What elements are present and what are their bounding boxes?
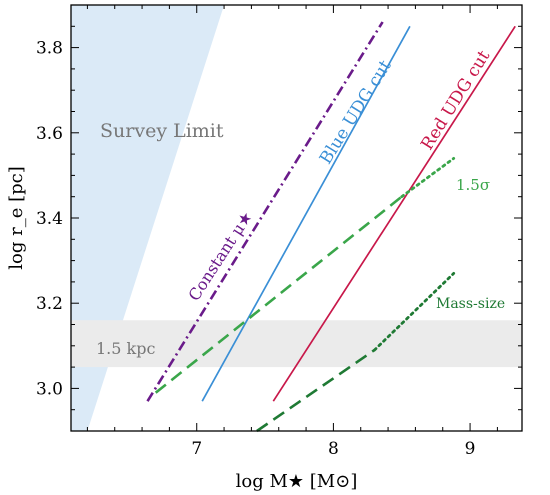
- tick-labels: 7 8 9 3.0 3.2 3.4 3.6 3.8: [36, 39, 476, 459]
- x-tick-label: 7: [191, 439, 202, 459]
- survey-limit-region: [71, 5, 225, 431]
- y-tick-label: 3.0: [36, 379, 63, 399]
- constant-mu-label: Constant μ★: [184, 208, 256, 305]
- x-tick-label: 9: [465, 439, 476, 459]
- sigma-label: 1.5σ: [456, 176, 490, 194]
- series-line-0: [146, 21, 384, 402]
- series-line-4: [400, 157, 456, 199]
- red-udg-label: Red UDG cut: [417, 47, 494, 154]
- y-tick-label: 3.8: [36, 39, 63, 59]
- kpc-label: 1.5 kpc: [96, 339, 155, 358]
- shaded-regions: [71, 5, 522, 431]
- series-line-5: [256, 349, 376, 433]
- series-line-6: [373, 272, 456, 352]
- y-tick-label: 3.4: [36, 209, 63, 229]
- axis-ticks: [71, 4, 522, 431]
- kpc-band-region: [71, 320, 522, 368]
- y-axis-label: log r_e [pc]: [6, 166, 27, 269]
- x-tick-label: 8: [328, 439, 339, 459]
- series-line-3: [154, 195, 403, 394]
- y-tick-label: 3.6: [36, 124, 63, 144]
- survey-limit-label: Survey Limit: [100, 120, 224, 142]
- series-lines: [146, 21, 516, 433]
- x-axis-label: log M★ [M⊙]: [236, 471, 358, 492]
- y-tick-label: 3.2: [36, 294, 63, 314]
- mass-size-label: Mass-size: [436, 296, 505, 312]
- series-line-2: [272, 25, 516, 402]
- series-line-1: [201, 25, 411, 402]
